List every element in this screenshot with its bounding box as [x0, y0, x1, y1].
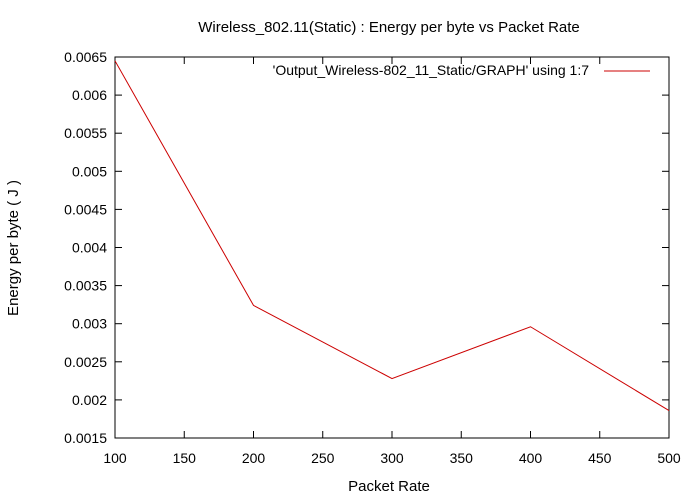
x-tick-label: 400 [519, 450, 543, 466]
x-tick-label: 200 [242, 450, 266, 466]
x-tick-label: 250 [311, 450, 335, 466]
y-tick-label: 0.0065 [64, 49, 107, 65]
x-tick-label: 450 [588, 450, 612, 466]
y-axis-label: Energy per byte ( J ) [5, 180, 22, 316]
y-tick-label: 0.002 [72, 392, 107, 408]
series-line-0 [114, 60, 670, 411]
plot-frame [114, 56, 670, 439]
y-axis: 0.0065 0.006 0.0055 0.005 0.0045 0.004 0.0035 0… [64, 49, 669, 446]
chart-title: Wireless_802.11(Static) : Energy per byt… [198, 19, 580, 36]
x-tick-label: 150 [173, 450, 197, 466]
legend-label: 'Output_Wireless-802_11_Static/GRAPH' us… [273, 62, 590, 78]
y-tick-label: 0.005 [72, 163, 107, 179]
x-tick-label: 500 [657, 450, 681, 466]
y-tick-label: 0.0035 [64, 278, 107, 294]
series-layer [114, 60, 670, 411]
y-tick-label: 0.0025 [64, 354, 107, 370]
legend: 'Output_Wireless-802_11_Static/GRAPH' us… [273, 62, 650, 78]
x-axis: 100 150 200 250 300 350 400 450 500 [103, 57, 681, 466]
x-tick-label: 300 [380, 450, 404, 466]
y-tick-label: 0.006 [72, 87, 107, 103]
y-tick-label: 0.0015 [64, 430, 107, 446]
x-tick-label: 350 [450, 450, 474, 466]
y-tick-label: 0.004 [72, 240, 107, 256]
y-tick-label: 0.0045 [64, 201, 107, 217]
y-tick-label: 0.003 [72, 316, 107, 332]
x-tick-label: 100 [103, 450, 127, 466]
y-tick-label: 0.0055 [64, 125, 107, 141]
x-axis-label: Packet Rate [348, 478, 430, 495]
